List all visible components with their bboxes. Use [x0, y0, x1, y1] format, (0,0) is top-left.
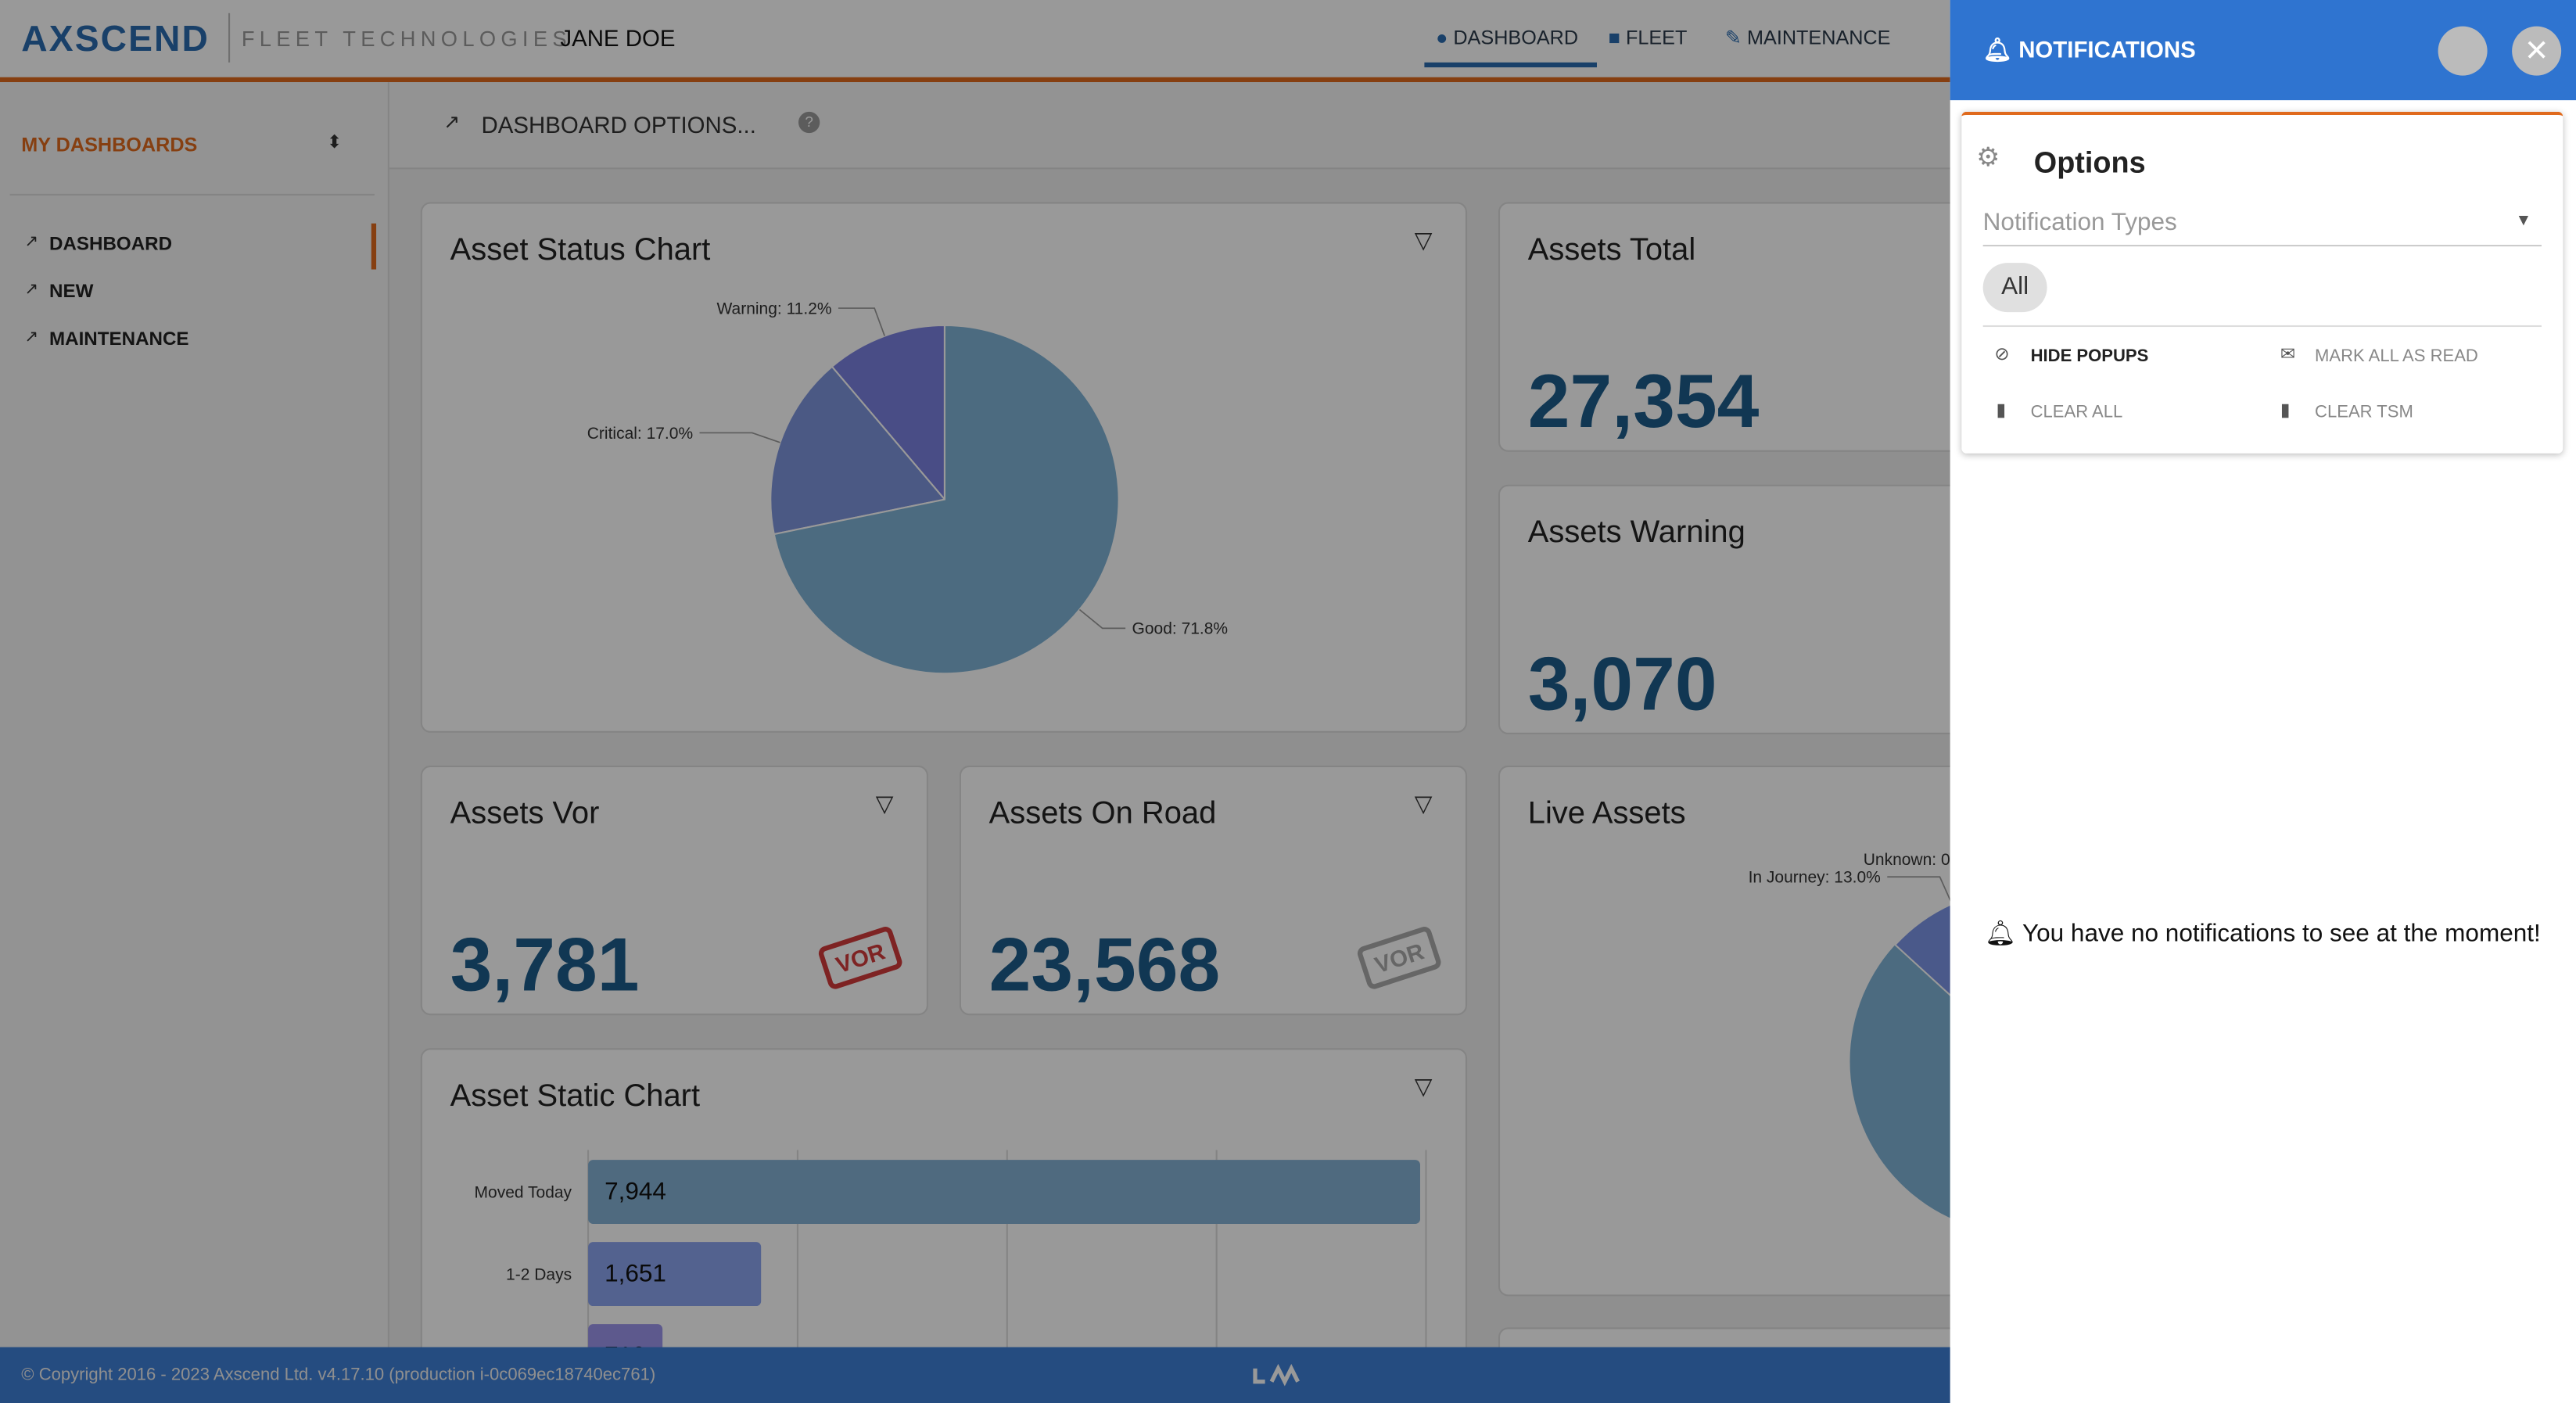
empty-text: You have no notifications to see at the … [2022, 920, 2541, 949]
nav-label: FLEET [1625, 26, 1688, 50]
empty-message: 🔔︎ You have no notifications to see at t… [1984, 920, 2541, 949]
action[interactable]: MARK ALL AS READ [2315, 346, 2478, 367]
icon: ⊘ [1994, 345, 2010, 365]
divider [1982, 325, 2542, 328]
sidebar: MY DASHBOARDS ⬍ DASHBOARD NEW MAINTENANC… [0, 82, 389, 1347]
options-title: Options [2033, 145, 2146, 179]
nav-item[interactable]: ● DASHBOARD [1436, 26, 1579, 50]
nav-label: MAINTENANCE [1747, 26, 1891, 50]
data-label: In Journey: 13.0% [1749, 869, 1881, 887]
close-button[interactable]: ✕ [2512, 26, 2562, 76]
data-label: 1,651 [605, 1259, 666, 1287]
panel-title-text: NOTIFICATIONS [2018, 36, 2196, 63]
data-label: 7,944 [605, 1177, 666, 1205]
data-label: Unknown: 0.2% [1864, 851, 1979, 869]
card-title: Assets Vor [450, 796, 600, 831]
panel-header: 🔔︎ NOTIFICATIONS ✕ [1950, 0, 2576, 101]
bar [588, 1242, 762, 1307]
sidebar-item[interactable]: DASHBOARD [49, 235, 173, 255]
y-tick-label: Moved Today [475, 1183, 572, 1201]
leader-line [699, 432, 780, 443]
bar [588, 1160, 1420, 1225]
pie-slice [773, 324, 1120, 675]
card-title: Live Assets [1527, 796, 1686, 831]
action[interactable]: HIDE POPUPS [2030, 346, 2149, 367]
options-box: ⚙ Options Notification Types ▼ All HIDE … [1961, 111, 2563, 454]
dashboard-options[interactable]: DASHBOARD OPTIONS... [481, 111, 756, 138]
icon: ↗ [24, 328, 39, 347]
card-title: Asset Static Chart [450, 1079, 701, 1114]
settings-button[interactable] [2438, 26, 2488, 76]
footer-logo [1253, 1364, 1300, 1387]
sidebar-item[interactable]: NEW [49, 282, 94, 303]
pie-slice [831, 324, 946, 502]
leader-line [1887, 876, 1953, 905]
logo: AXSCEND [21, 18, 210, 59]
icon: ↗ [24, 233, 39, 252]
stat-value: 23,568 [988, 921, 1221, 1007]
divider [9, 193, 375, 196]
select-placeholder: Notification Types [1982, 208, 2177, 237]
panel-title: 🔔︎ NOTIFICATIONS [1982, 36, 2196, 63]
icon: ↗ [443, 109, 461, 134]
vor-icon: VOR [818, 927, 902, 989]
help[interactable]: ? [798, 111, 820, 134]
active-marker [371, 223, 377, 270]
sidebar-item[interactable]: MAINTENANCE [49, 330, 189, 350]
icon: ▮ [1996, 400, 2007, 421]
stat-value: 3,070 [1527, 640, 1717, 727]
data-label: Good: 71.8% [1132, 620, 1229, 638]
icon: ✉ [2280, 345, 2296, 365]
chart-card: Asset Static Chart ▽ 7,944 Moved Today 1,6… [420, 1048, 1468, 1380]
y-tick-label: 1-2 Days [506, 1265, 572, 1283]
data-label: Critical: 17.0% [587, 425, 693, 443]
stat-value: 3,781 [450, 921, 640, 1007]
card-title: Assets On Road [988, 796, 1217, 831]
stat-card: Assets Vor ▽ 3,781 VOR [420, 765, 928, 1016]
filter[interactable]: ▽ [875, 790, 894, 817]
icon: ↗ [24, 281, 39, 300]
action[interactable]: CLEAR TSM [2315, 402, 2413, 422]
filter[interactable]: ▽ [1414, 226, 1433, 253]
user-name[interactable]: JANE DOE [560, 24, 676, 52]
leader-line [838, 307, 886, 336]
filter[interactable]: ▽ [1414, 790, 1433, 817]
filter[interactable]: ▽ [1414, 1072, 1433, 1100]
data-label: Warning: 11.2% [716, 300, 831, 318]
vor-icon: VOR [1357, 927, 1441, 989]
card-title: Assets Warning [1527, 515, 1745, 551]
subtitle: FLEET TECHNOLOGIES [241, 26, 572, 52]
stat-card: Assets On Road ▽ 23,568 VOR [959, 765, 1468, 1016]
nav-item[interactable]: ✎ MAINTENANCE [1724, 26, 1891, 50]
chart-card: Asset Status Chart ▽ Warning: 11.2% Criti… [420, 202, 1468, 733]
notifications-panel: 🔔︎ NOTIFICATIONS ✕ ⚙ Options Notificatio… [1950, 0, 2576, 1403]
select[interactable]: Notification Types ▼ [1982, 208, 2542, 247]
stat-value: 27,354 [1527, 357, 1760, 444]
leader-line [1078, 608, 1126, 630]
sidebar-title[interactable]: MY DASHBOARDS [21, 133, 198, 156]
action[interactable]: CLEAR ALL [2030, 402, 2123, 422]
icon: ▮ [2280, 400, 2291, 421]
gear-icon: ⚙ [1976, 144, 2000, 173]
nav-label: DASHBOARD [1453, 26, 1579, 50]
card-title: Assets Total [1527, 233, 1696, 268]
nav-item[interactable]: ■ FLEET [1608, 26, 1688, 50]
chip[interactable]: All [1982, 263, 2047, 313]
sort-icon[interactable]: ⬍ [327, 133, 343, 153]
card-title: Asset Status Chart [450, 233, 711, 268]
nav-active [1424, 62, 1597, 68]
divider [228, 13, 231, 63]
copyright: © Copyright 2016 - 2023 Axscend Ltd. v4.… [21, 1365, 656, 1385]
caret: ▼ [2515, 211, 2532, 231]
stat-card: Assets Warning 3,070 [1498, 484, 1995, 735]
pie-chart: Warning: 11.2% Critical: 17.0% Good: 71.8% [587, 300, 1229, 675]
stat-card: Assets Total 27,354 [1498, 202, 1995, 452]
